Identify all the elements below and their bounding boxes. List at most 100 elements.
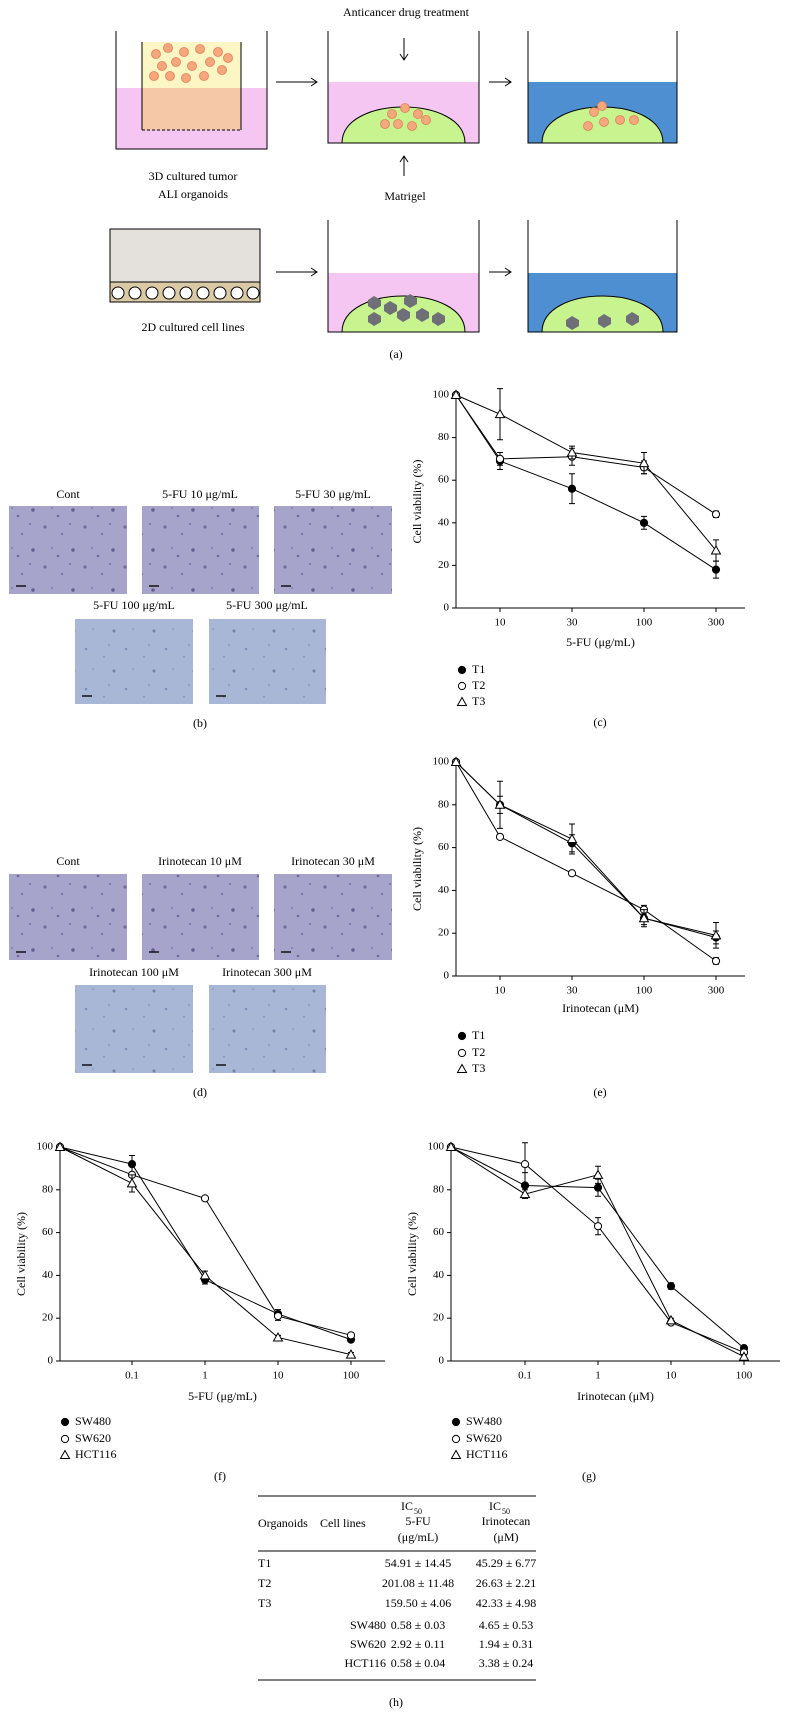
series-line	[455, 394, 717, 551]
data-point	[273, 1311, 283, 1321]
x-tick-label: 10	[273, 1370, 285, 1382]
arrow	[489, 77, 512, 87]
diagram-label: Matrigel	[384, 189, 426, 203]
panel-label: (h)	[389, 1695, 403, 1709]
x-tick-label: 300	[708, 985, 725, 997]
data-point	[665, 1314, 677, 1325]
panel-label: (d)	[193, 1085, 207, 1099]
table-header: (μM)	[493, 1530, 518, 1544]
legend-marker	[456, 1063, 468, 1073]
legend-label: SW480	[466, 1414, 502, 1428]
x-tick-label: 100	[343, 1370, 360, 1382]
data-point	[566, 833, 578, 844]
data-point	[711, 510, 721, 519]
x-tick-label: 10	[495, 617, 507, 629]
legend-label: T1	[472, 1028, 485, 1042]
x-tick-label: 1	[202, 1370, 208, 1382]
arrow	[276, 77, 318, 87]
panel-label: (f)	[214, 1469, 226, 1483]
x-tick-label: 10	[666, 1370, 678, 1382]
data-point	[593, 1183, 603, 1192]
diagram-label: Anticancer drug treatment	[343, 5, 470, 19]
x-tick-label: 30	[567, 617, 579, 629]
y-tick-label: 20	[438, 927, 450, 939]
y-tick-label: 100	[433, 756, 450, 768]
micrograph-label: Irinotecan 30 μM	[291, 854, 375, 868]
legend-label: SW480	[75, 1414, 111, 1428]
x-axis-label: 5-FU (μg/mL)	[566, 635, 635, 649]
arrow	[276, 267, 318, 277]
y-tick-label: 80	[433, 1183, 445, 1195]
legend-marker	[457, 665, 467, 675]
data-point	[520, 1160, 530, 1169]
legend-marker	[456, 696, 468, 706]
table-cell: 159.50 ± 4.06	[385, 1596, 452, 1610]
legend-label: T2	[472, 678, 485, 692]
table-cell: HCT116	[344, 1656, 386, 1670]
data-point	[593, 1222, 603, 1231]
data-point	[199, 1269, 211, 1280]
series-line	[455, 394, 717, 571]
y-tick-label: 40	[42, 1269, 54, 1281]
table-cell: 201.08 ± 11.48	[382, 1576, 454, 1590]
micrograph	[209, 619, 326, 704]
micrograph	[75, 985, 193, 1073]
x-tick-label: 100	[736, 1370, 753, 1382]
y-tick-label: 40	[433, 1269, 445, 1281]
y-axis-label: Cell viability (%)	[410, 827, 424, 911]
y-tick-label: 100	[433, 389, 450, 401]
legend-marker	[60, 1417, 70, 1427]
table-header: Cell lines	[320, 1516, 366, 1530]
y-tick-label: 60	[438, 841, 450, 853]
x-axis-label: 5-FU (μg/mL)	[188, 1389, 257, 1403]
data-point	[346, 1331, 356, 1340]
data-point	[567, 869, 577, 878]
table-cell: 42.33 ± 4.98	[476, 1596, 537, 1610]
scale-bars	[16, 585, 291, 697]
y-tick-label: 60	[433, 1226, 445, 1238]
organoids	[583, 101, 639, 131]
x-tick-label: 0.1	[125, 1370, 139, 1382]
x-tick-label: 10	[495, 985, 507, 997]
axis	[59, 1142, 385, 1362]
insert-bottom	[142, 88, 241, 130]
arrow	[489, 267, 512, 277]
table-cell: 45.29 ± 6.77	[476, 1556, 537, 1570]
table-header: Irinotecan	[482, 1514, 531, 1528]
well	[327, 220, 480, 333]
well	[327, 31, 480, 144]
x-tick-label: 100	[636, 617, 653, 629]
data-point	[592, 1169, 604, 1179]
diagram: Anticancer drug treatment 3D cultured tu…	[109, 5, 678, 361]
x-tick-label: 300	[708, 617, 725, 629]
y-tick-label: 20	[438, 559, 450, 571]
data-point	[567, 484, 577, 493]
y-tick-label: 40	[438, 516, 450, 528]
legend-label: T3	[472, 694, 485, 708]
panel-label: (c)	[593, 715, 606, 729]
y-tick-label: 0	[439, 1355, 445, 1367]
x-tick-label: 30	[567, 985, 579, 997]
well	[527, 31, 678, 144]
table-cell: T3	[258, 1596, 271, 1610]
axis	[455, 390, 745, 609]
table-cell: T2	[258, 1576, 271, 1590]
table-cell: 1.94 ± 0.31	[479, 1637, 534, 1651]
data-point	[638, 912, 650, 923]
y-axis-label: Cell viability (%)	[405, 1212, 419, 1296]
data-point	[711, 956, 721, 966]
legend-label: HCT116	[75, 1447, 117, 1461]
organoids	[380, 103, 431, 131]
table-header: 5-FU	[405, 1514, 431, 1528]
data-point	[272, 1331, 284, 1342]
data-point	[566, 446, 578, 457]
micrograph	[274, 506, 392, 594]
data-point	[126, 1177, 138, 1188]
series-line	[59, 1146, 352, 1336]
series-line	[455, 761, 717, 938]
legend-label: SW620	[466, 1431, 502, 1445]
legend-label: SW620	[75, 1431, 111, 1445]
data-point	[519, 1188, 531, 1199]
y-tick-label: 0	[48, 1355, 54, 1367]
